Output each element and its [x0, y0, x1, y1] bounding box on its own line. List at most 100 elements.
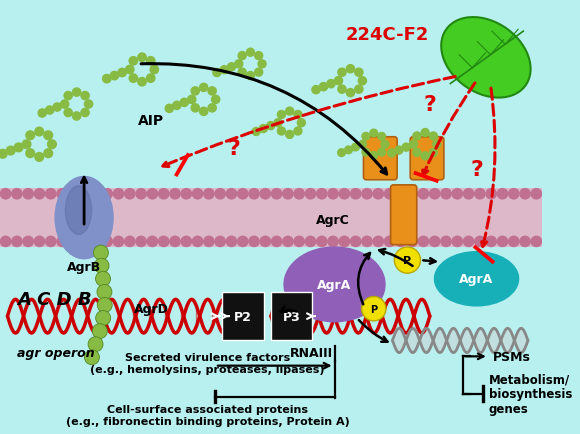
Circle shape	[226, 189, 237, 200]
Circle shape	[246, 49, 255, 57]
Circle shape	[215, 237, 225, 247]
Text: RNAIII: RNAIII	[289, 346, 333, 359]
Circle shape	[441, 189, 451, 200]
Circle shape	[72, 89, 81, 97]
Circle shape	[165, 105, 173, 113]
Text: Cell-surface associated proteins
(e.g., fibronectin binding proteins, Protein A): Cell-surface associated proteins (e.g., …	[66, 404, 349, 426]
Circle shape	[238, 237, 248, 247]
FancyBboxPatch shape	[271, 292, 312, 341]
Circle shape	[260, 237, 270, 247]
Circle shape	[259, 125, 267, 133]
Circle shape	[294, 111, 302, 119]
Circle shape	[103, 75, 111, 84]
Circle shape	[486, 189, 496, 200]
Circle shape	[44, 132, 53, 140]
Circle shape	[94, 259, 109, 273]
Ellipse shape	[55, 177, 113, 259]
Circle shape	[208, 105, 216, 113]
Text: Secreted virulence factors
(e.g., hemolysins, proteases, lipases): Secreted virulence factors (e.g., hemoly…	[90, 352, 325, 374]
Circle shape	[317, 189, 327, 200]
Circle shape	[358, 141, 367, 149]
Circle shape	[402, 144, 410, 152]
Circle shape	[129, 57, 137, 66]
Circle shape	[361, 297, 386, 321]
Circle shape	[418, 189, 429, 200]
Circle shape	[81, 109, 89, 117]
Circle shape	[34, 189, 45, 200]
Circle shape	[249, 237, 259, 247]
Circle shape	[286, 131, 293, 139]
Circle shape	[6, 147, 15, 155]
Text: AgrD: AgrD	[133, 302, 169, 316]
Circle shape	[26, 132, 35, 140]
Circle shape	[520, 189, 530, 200]
Circle shape	[102, 189, 113, 200]
Circle shape	[64, 92, 72, 100]
Circle shape	[362, 189, 372, 200]
Circle shape	[91, 189, 101, 200]
Circle shape	[430, 189, 440, 200]
Circle shape	[147, 75, 155, 83]
Circle shape	[227, 64, 235, 72]
Circle shape	[294, 128, 302, 136]
Circle shape	[96, 272, 111, 286]
Circle shape	[463, 237, 474, 247]
Circle shape	[274, 119, 282, 128]
Circle shape	[430, 237, 440, 247]
Circle shape	[68, 237, 78, 247]
Circle shape	[102, 237, 113, 247]
Circle shape	[334, 77, 343, 85]
Circle shape	[385, 237, 395, 247]
Text: AgrB: AgrB	[67, 260, 101, 273]
Circle shape	[378, 133, 386, 141]
Circle shape	[0, 150, 7, 159]
Circle shape	[338, 69, 346, 77]
Circle shape	[355, 86, 363, 94]
Circle shape	[64, 109, 72, 117]
Text: P: P	[403, 256, 411, 266]
Circle shape	[200, 108, 208, 116]
Circle shape	[421, 129, 429, 137]
Circle shape	[346, 66, 354, 74]
Circle shape	[44, 149, 53, 158]
Circle shape	[328, 189, 338, 200]
Circle shape	[246, 72, 255, 80]
Bar	[0, 189, 542, 247]
Circle shape	[531, 189, 542, 200]
Circle shape	[125, 189, 135, 200]
Ellipse shape	[284, 247, 385, 322]
Circle shape	[338, 149, 345, 157]
Circle shape	[26, 149, 35, 158]
Text: P3: P3	[282, 310, 300, 323]
Circle shape	[509, 237, 519, 247]
Circle shape	[204, 237, 214, 247]
Circle shape	[57, 237, 67, 247]
Circle shape	[452, 237, 462, 247]
Circle shape	[267, 122, 275, 130]
Circle shape	[286, 108, 293, 116]
Circle shape	[138, 54, 146, 62]
Circle shape	[317, 237, 327, 247]
Circle shape	[362, 133, 369, 141]
Circle shape	[385, 189, 395, 200]
Circle shape	[191, 88, 200, 96]
Circle shape	[249, 189, 259, 200]
Circle shape	[339, 237, 350, 247]
Circle shape	[1, 189, 11, 200]
Circle shape	[531, 237, 542, 247]
Circle shape	[46, 189, 56, 200]
Circle shape	[409, 141, 418, 149]
Circle shape	[114, 237, 124, 247]
Circle shape	[497, 189, 508, 200]
Circle shape	[339, 189, 350, 200]
Circle shape	[48, 141, 56, 149]
Circle shape	[238, 189, 248, 200]
Circle shape	[213, 69, 221, 77]
Circle shape	[373, 237, 383, 247]
Circle shape	[138, 78, 146, 87]
Circle shape	[188, 96, 196, 104]
Circle shape	[88, 337, 103, 352]
Circle shape	[38, 110, 46, 118]
Circle shape	[79, 189, 90, 200]
Circle shape	[158, 237, 169, 247]
